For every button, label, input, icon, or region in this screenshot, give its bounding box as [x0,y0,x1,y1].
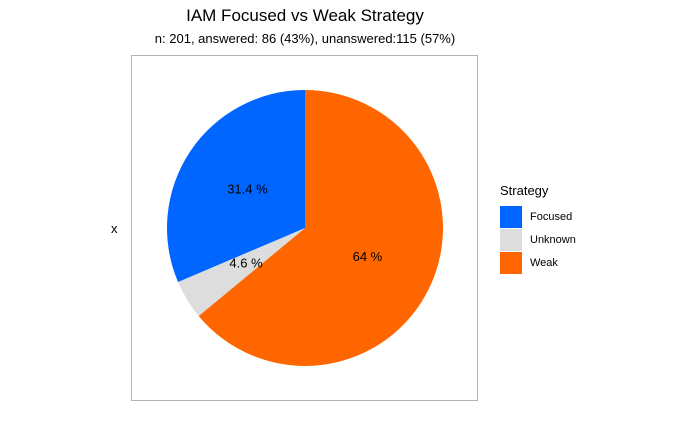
chart-title: IAM Focused vs Weak Strategy [186,6,424,25]
legend-item-focused: Focused [500,205,576,228]
legend-item-unknown: Unknown [500,228,576,251]
legend-title: Strategy [500,183,549,198]
legend-item-weak: Weak [500,251,576,274]
legend-label-unknown: Unknown [530,233,576,246]
pie-label-unknown: 4.6 % [229,255,263,270]
legend-label-focused: Focused [530,210,573,223]
pie-slice-weak [198,90,443,366]
y-axis-label: x [111,221,118,236]
legend-key-focused [500,205,522,228]
plot-panel: 64 % 4.6 % 31.4 % [131,55,478,401]
pie-slice-focused [167,90,305,283]
legend-key-unknown [500,228,522,251]
legend-label-weak: Weak [530,256,558,269]
pie-label-focused: 31.4 % [227,181,268,196]
legend-key-weak [500,251,522,274]
legend: Strategy Focused Unknown Weak [500,183,576,274]
pie-chart: 64 % 4.6 % 31.4 % [167,90,443,366]
pie-label-weak: 64 % [353,249,383,264]
pie-slice-unknown [178,228,305,316]
chart-subtitle: n: 201, answered: 86 (43%), unanswered:1… [154,31,456,46]
